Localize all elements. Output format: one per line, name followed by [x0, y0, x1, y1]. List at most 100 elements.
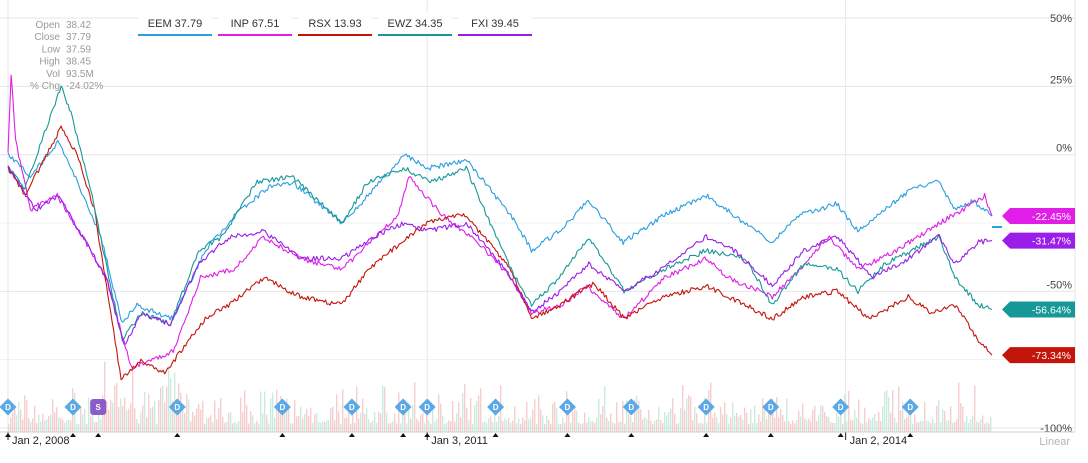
volume-bar — [306, 408, 308, 432]
legend-item[interactable]: EEM 37.79 — [138, 12, 212, 36]
legend-item[interactable]: FXI 39.45 — [458, 12, 532, 36]
volume-bar — [324, 421, 326, 432]
volume-bar — [872, 417, 874, 432]
series-line-rsx[interactable] — [7, 125, 993, 381]
volume-bar — [770, 398, 772, 432]
volume-bar — [56, 407, 58, 432]
dividend-event-marker[interactable]: D — [418, 398, 436, 416]
dividend-event-marker[interactable]: D — [343, 398, 361, 416]
volume-bar — [46, 419, 48, 432]
volume-bar — [898, 386, 900, 432]
scale-mode-label[interactable]: Linear — [1039, 436, 1070, 448]
volume-bar — [874, 414, 876, 432]
volume-bar — [226, 421, 228, 432]
volume-bar — [530, 418, 532, 432]
volume-bar — [750, 409, 752, 432]
volume-bar — [274, 417, 276, 432]
volume-bar — [670, 408, 672, 432]
dividend-event-marker[interactable]: D — [762, 398, 780, 416]
volume-bar — [270, 398, 272, 432]
volume-bar — [142, 405, 144, 432]
dividend-event-marker[interactable]: D — [487, 398, 505, 416]
volume-bar — [630, 416, 632, 432]
volume-bar — [38, 414, 40, 432]
volume-bar — [680, 408, 682, 432]
volume-bar — [586, 422, 588, 432]
volume-bar — [116, 382, 118, 432]
x-tick-label: Jan 2, 2008 — [12, 435, 70, 447]
svg-text:D: D — [703, 403, 709, 412]
volume-bar — [690, 396, 692, 432]
volume-bar — [156, 423, 158, 432]
volume-bar — [392, 421, 394, 432]
volume-bar — [984, 423, 986, 432]
volume-bar — [958, 382, 960, 432]
dividend-event-marker[interactable]: D — [832, 398, 850, 416]
volume-bar — [582, 423, 584, 432]
volume-bar — [216, 419, 218, 432]
series-line-fxi[interactable] — [7, 165, 993, 345]
dividend-event-marker[interactable]: D — [901, 398, 919, 416]
split-event-marker[interactable]: S — [90, 399, 107, 415]
volume-bar — [36, 423, 38, 432]
volume-bar — [556, 408, 558, 432]
volume-bar — [94, 421, 96, 432]
legend-item[interactable]: INP 67.51 — [218, 12, 292, 36]
volume-bar — [826, 416, 828, 432]
volume-bar — [926, 420, 928, 432]
volume-bar — [290, 423, 292, 432]
volume-bar — [338, 411, 340, 432]
y-tick-label: 50% — [1050, 13, 1072, 25]
volume-bar — [592, 421, 594, 432]
volume-bars — [8, 361, 992, 432]
volume-bar — [340, 423, 342, 432]
volume-bar — [612, 422, 614, 432]
volume-bar — [590, 421, 592, 432]
volume-bar — [536, 423, 538, 432]
info-value: -24.02% — [66, 81, 103, 92]
dividend-event-marker[interactable]: D — [558, 398, 576, 416]
volume-bar — [440, 403, 442, 432]
volume-bar — [700, 422, 702, 432]
volume-bar — [548, 419, 550, 432]
volume-bar — [84, 408, 86, 432]
volume-bar — [172, 400, 174, 432]
dividend-event-marker[interactable]: D — [168, 398, 186, 416]
volume-bar — [372, 420, 374, 432]
dividend-event-marker[interactable]: D — [394, 398, 412, 416]
legend-item[interactable]: RSX 13.93 — [298, 12, 372, 36]
volume-bar — [138, 423, 140, 432]
volume-bar — [396, 423, 398, 432]
volume-bar — [506, 420, 508, 432]
dividend-event-marker[interactable]: D — [64, 398, 82, 416]
volume-bar — [578, 422, 580, 432]
info-value: 37.79 — [66, 32, 91, 43]
volume-bar — [266, 414, 268, 432]
volume-bar — [762, 398, 764, 432]
volume-bar — [332, 406, 334, 432]
volume-bar — [14, 407, 16, 432]
volume-bar — [262, 413, 264, 432]
volume-bar — [976, 421, 978, 432]
legend-item[interactable]: EWZ 34.35 — [378, 12, 452, 36]
volume-bar — [234, 421, 236, 432]
volume-bar — [66, 420, 68, 432]
volume-bar — [470, 398, 472, 432]
series-line-inp[interactable] — [7, 74, 993, 370]
volume-bar — [966, 415, 968, 432]
series-line-eem[interactable] — [7, 139, 993, 323]
volume-bar — [858, 399, 860, 432]
dividend-event-marker[interactable]: D — [273, 398, 291, 416]
volume-bar — [42, 413, 44, 432]
dividend-event-marker[interactable]: D — [622, 398, 640, 416]
dividend-event-marker[interactable]: D — [697, 398, 715, 416]
volume-bar — [782, 415, 784, 432]
volume-bar — [540, 408, 542, 432]
volume-bar — [278, 404, 280, 432]
volume-bar — [16, 415, 18, 432]
volume-bar — [478, 395, 480, 432]
volume-bar — [158, 399, 160, 432]
volume-bar — [686, 398, 688, 432]
